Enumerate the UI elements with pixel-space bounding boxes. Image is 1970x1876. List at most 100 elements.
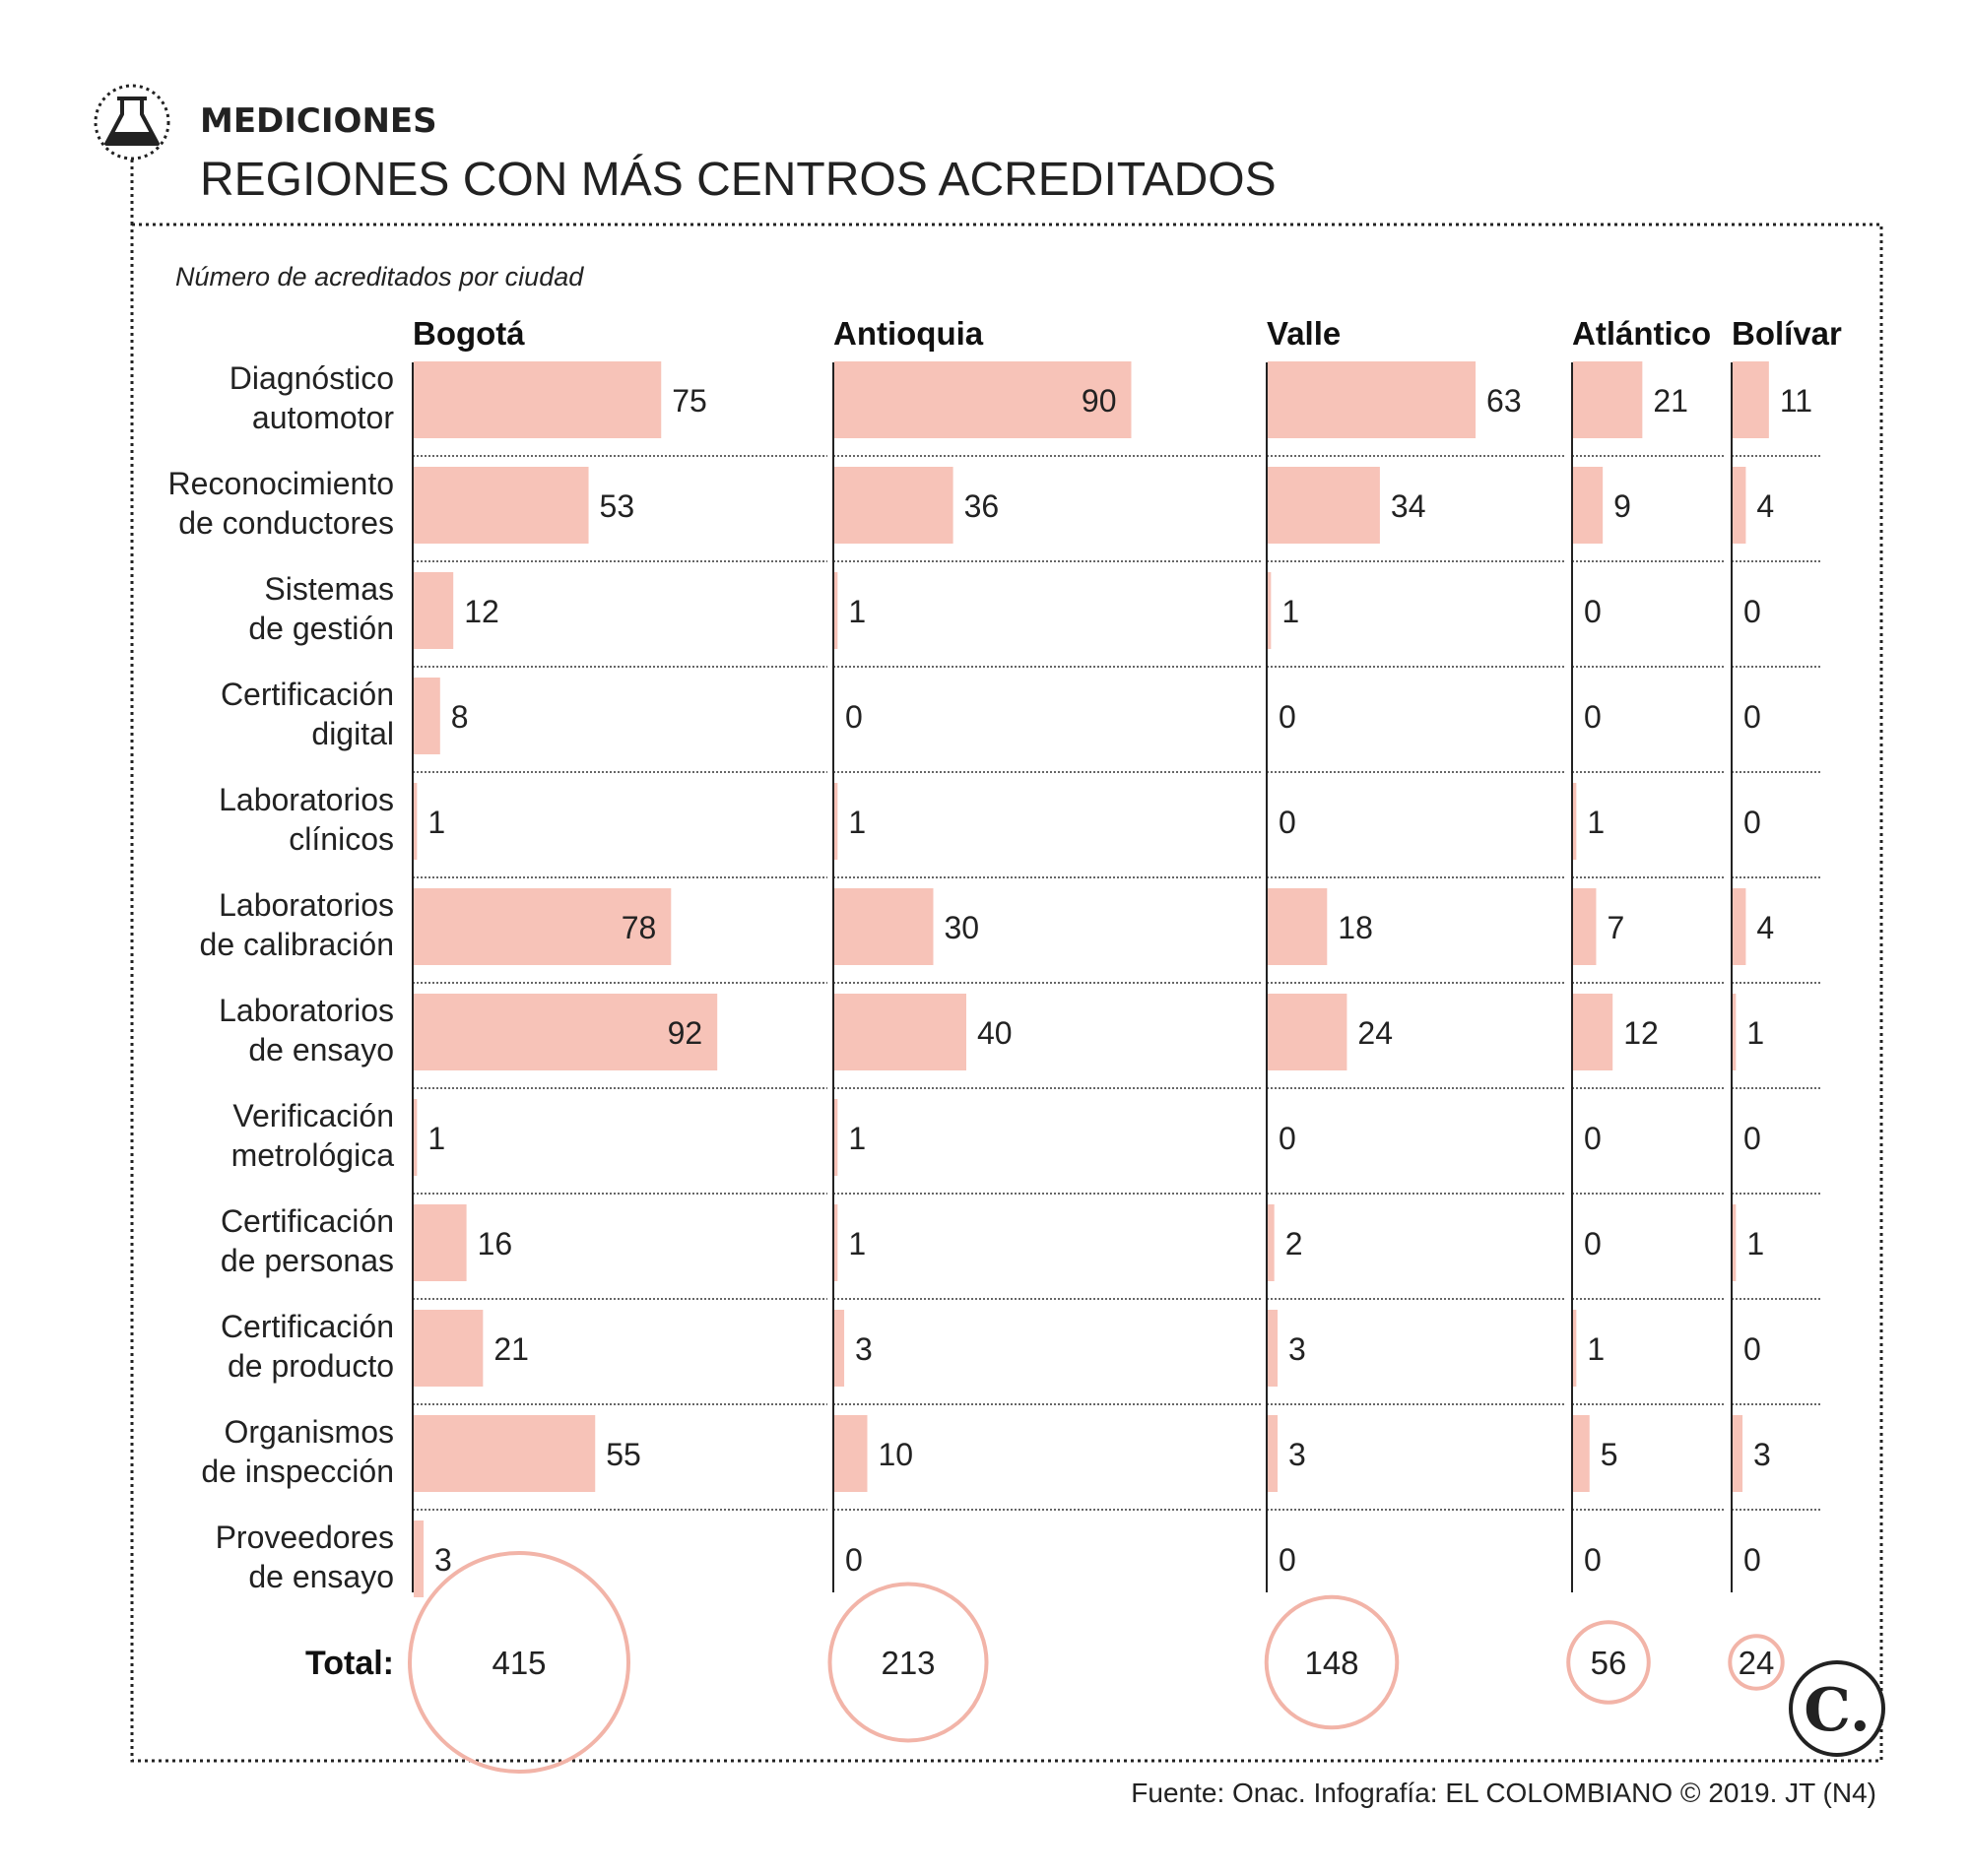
value-label: 7	[1607, 910, 1624, 945]
value-label: 1	[848, 1226, 866, 1261]
value-label: 0	[1743, 805, 1761, 840]
column-header-2: Valle	[1267, 315, 1341, 352]
total-circle	[408, 1551, 630, 1774]
total-circle	[1728, 1634, 1785, 1691]
bar	[1268, 467, 1380, 544]
column-header-4: Bolívar	[1732, 315, 1842, 352]
bar	[414, 678, 440, 754]
bar	[414, 1204, 467, 1281]
row-label: de calibración	[200, 927, 394, 962]
bar	[1573, 1415, 1590, 1492]
row-label: de personas	[221, 1243, 394, 1278]
row-label: Certificación	[221, 1309, 394, 1344]
value-label: 0	[1584, 1542, 1602, 1578]
row-label: Organismos	[225, 1414, 395, 1450]
total-circle	[1566, 1620, 1651, 1705]
bar	[414, 1520, 425, 1597]
value-label: 0	[1743, 699, 1761, 735]
bar	[1573, 467, 1604, 544]
value-label: 0	[1584, 699, 1602, 735]
bar	[1573, 1310, 1577, 1387]
value-label: 0	[1743, 594, 1761, 629]
value-label: 0	[1584, 1226, 1602, 1261]
value-label: 92	[668, 1015, 703, 1051]
column-header-1: Antioquia	[833, 315, 984, 352]
frame	[130, 223, 1883, 1763]
row-label: metrológica	[231, 1137, 395, 1173]
value-label: 1	[848, 594, 866, 629]
value-label: 3	[1288, 1331, 1306, 1367]
bar	[414, 572, 454, 649]
bar	[414, 1099, 418, 1176]
bar	[1733, 1415, 1743, 1492]
value-label: 18	[1338, 910, 1373, 945]
value-label: 0	[1279, 699, 1296, 735]
bar	[414, 361, 662, 438]
bar	[1573, 361, 1643, 438]
value-label: 0	[1743, 1331, 1761, 1367]
value-label: 30	[945, 910, 980, 945]
bar	[1268, 994, 1347, 1070]
bar	[1268, 572, 1272, 649]
bar	[834, 1415, 868, 1492]
plot-area: Bogotá Antioquia Valle Atlántico Bolívar Diag…	[168, 315, 1842, 1774]
value-label: 1	[848, 1121, 866, 1156]
row-label: de ensayo	[248, 1032, 394, 1067]
value-label: 1	[1746, 1226, 1764, 1261]
value-label: 24	[1357, 1015, 1393, 1051]
bar	[834, 1310, 845, 1387]
value-label: 0	[845, 699, 863, 735]
value-label: 21	[1653, 383, 1688, 419]
bar	[414, 783, 418, 860]
value-label: 0	[1279, 1542, 1296, 1578]
bar	[1573, 888, 1597, 965]
bar	[1733, 1204, 1737, 1281]
bar	[1733, 888, 1746, 965]
row-label: Laboratorios	[219, 993, 394, 1028]
total-label: Total:	[305, 1645, 394, 1682]
value-label: 0	[1584, 1121, 1602, 1156]
row-label: automotor	[252, 400, 394, 435]
row-label: de producto	[228, 1348, 394, 1384]
bar	[834, 361, 1132, 438]
value-label: 1	[1746, 1015, 1764, 1051]
bar	[1268, 1204, 1275, 1281]
logo-letter: C.	[1804, 1676, 1871, 1745]
bar	[1733, 994, 1737, 1070]
value-label: 78	[622, 910, 657, 945]
value-label: 11	[1780, 383, 1812, 419]
row-label: Sistemas	[264, 571, 394, 607]
page-title: REGIONES CON MÁS CENTROS ACREDITADOS	[200, 154, 1277, 206]
bar	[834, 1099, 838, 1176]
value-label: 10	[879, 1437, 914, 1472]
row-label: de conductores	[178, 505, 394, 541]
source-note: Fuente: Onac. Infografía: EL COLOMBIANO …	[1131, 1778, 1876, 1808]
bar	[414, 888, 672, 965]
bar	[1268, 361, 1477, 438]
value-label: 3	[855, 1331, 873, 1367]
bar	[1268, 888, 1328, 965]
row-label: de ensayo	[248, 1559, 394, 1594]
bar	[1733, 467, 1746, 544]
total-value: 24	[1739, 1645, 1775, 1681]
value-label: 8	[451, 699, 469, 735]
value-label: 5	[1601, 1437, 1618, 1472]
bar	[834, 572, 838, 649]
value-label: 63	[1486, 383, 1522, 419]
value-label: 0	[1743, 1121, 1761, 1156]
value-label: 0	[1279, 805, 1296, 840]
total-value: 415	[492, 1645, 546, 1681]
bar	[1268, 1310, 1279, 1387]
row-label: de inspección	[201, 1454, 394, 1489]
row-label: Verificación	[232, 1098, 394, 1133]
bar	[834, 994, 966, 1070]
value-label: 40	[977, 1015, 1013, 1051]
row-label: Laboratorios	[219, 887, 394, 923]
bar	[1733, 361, 1769, 438]
value-label: 0	[1279, 1121, 1296, 1156]
bar	[414, 1415, 596, 1492]
total-value: 213	[881, 1645, 935, 1681]
value-label: 16	[478, 1226, 513, 1261]
bar	[834, 783, 838, 860]
